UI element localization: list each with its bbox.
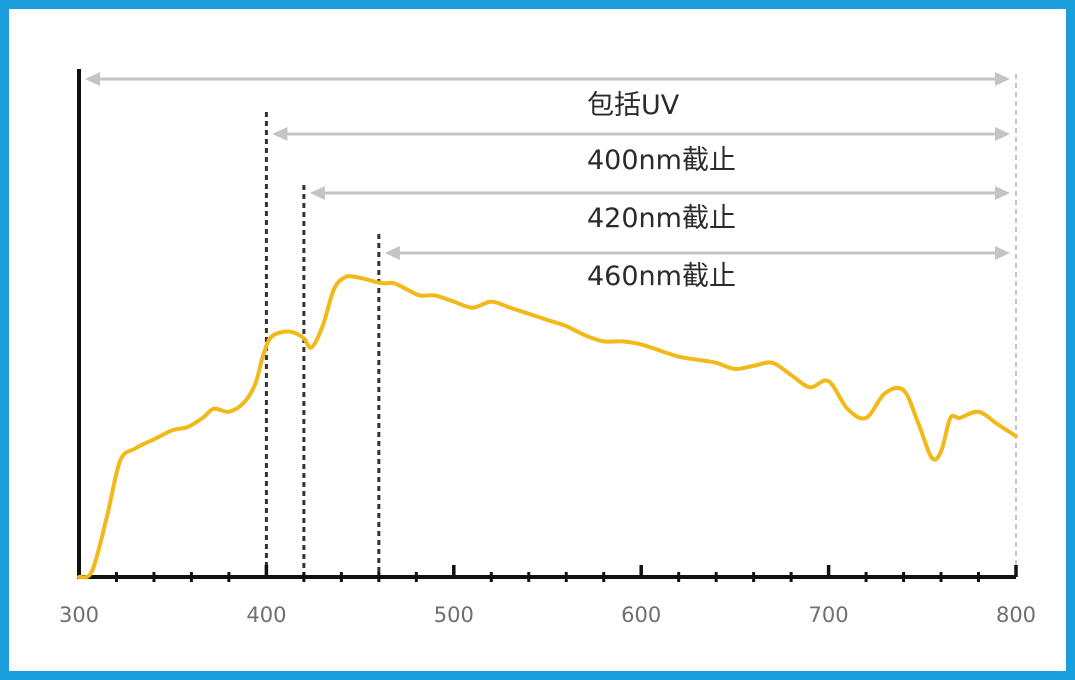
range-label-3: 420nm截止 (587, 203, 736, 234)
x-tick-label-400: 400 (246, 603, 286, 627)
chart-axes (77, 69, 1016, 579)
x-tick-label-700: 700 (809, 603, 849, 627)
range-arrow-1 (85, 72, 1010, 86)
x-tick-label-600: 600 (621, 603, 661, 627)
range-label-2: 400nm截止 (587, 145, 736, 176)
x-tick-label-800: 800 (996, 603, 1036, 627)
arrow-head-left (272, 127, 288, 141)
arrow-head-right (995, 186, 1010, 200)
arrow-head-right (995, 72, 1010, 86)
series-group (77, 274, 1018, 580)
x-axis-ticks: 300 400 500 600 700 800 (59, 565, 1036, 627)
spectrum-chart: 300 400 500 600 700 800 包括UV 400nm截止 420nm截止 460… (59, 69, 1036, 627)
arrow-head-right (995, 246, 1010, 260)
range-label-4: 460nm截止 (587, 261, 736, 292)
range-arrows (85, 72, 1010, 260)
range-arrow-3 (309, 186, 1010, 200)
cutoff-lines (264, 74, 1017, 577)
x-tick-label-500: 500 (434, 603, 474, 627)
arrow-head-right (995, 127, 1010, 141)
range-labels: 包括UV 400nm截止 420nm截止 460nm截止 (587, 90, 736, 292)
arrow-head-left (384, 246, 400, 260)
x-tick-label-300: 300 (59, 603, 99, 627)
series-line-1 (77, 274, 1018, 580)
arrow-head-left (309, 186, 325, 200)
range-arrow-2 (272, 127, 1010, 141)
range-arrow-4 (384, 246, 1010, 260)
range-label-1: 包括UV (587, 90, 680, 121)
arrow-head-left (85, 72, 100, 86)
